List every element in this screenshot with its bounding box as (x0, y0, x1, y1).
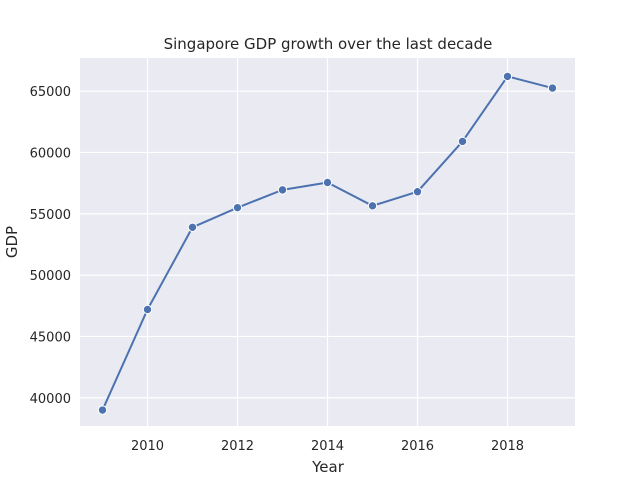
x-tick-label: 2018 (491, 439, 524, 454)
x-tick-label: 2012 (221, 439, 254, 454)
y-tick-label: 45000 (30, 330, 71, 345)
data-point (367, 201, 378, 211)
data-point (457, 136, 468, 147)
data-point (547, 83, 558, 93)
y-tick-label: 40000 (30, 392, 71, 407)
data-point (232, 202, 243, 213)
grid (80, 58, 575, 426)
y-tick-label: 60000 (30, 146, 71, 161)
data-point (142, 304, 153, 315)
x-tick-label: 2014 (311, 439, 344, 454)
x-tick-label: 2010 (131, 439, 164, 454)
ticks: 40000 45000 50000 55000 60000 65000 2010 2012 20… (30, 85, 524, 454)
y-tick-label: 50000 (30, 269, 71, 284)
y-tick-label: 65000 (30, 85, 71, 100)
series-layer (97, 71, 558, 415)
data-point (97, 405, 108, 415)
data-point (322, 177, 333, 188)
chart-title: Singapore GDP growth over the last decad… (164, 35, 493, 53)
x-axis-label: Year (311, 458, 345, 476)
x-tick-label: 2016 (401, 439, 434, 454)
data-point (187, 222, 198, 232)
data-point (277, 185, 288, 195)
y-tick-label: 55000 (30, 208, 71, 223)
data-point (412, 187, 423, 197)
y-axis-label: GDP (3, 226, 21, 258)
data-point (502, 71, 513, 82)
